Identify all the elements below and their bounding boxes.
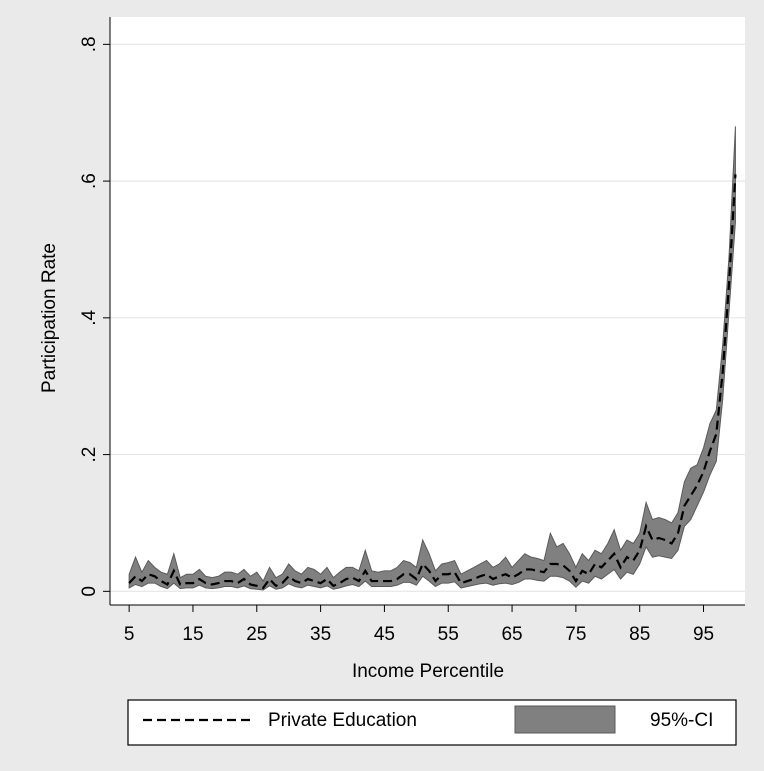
x-tick-label: 45 bbox=[374, 624, 395, 645]
x-tick-label: 35 bbox=[310, 624, 331, 645]
y-tick-label: .8 bbox=[79, 36, 100, 52]
plot-area bbox=[110, 17, 745, 605]
x-tick-label: 75 bbox=[565, 624, 586, 645]
ci-band bbox=[128, 126, 736, 591]
x-axis-title: Income Percentile bbox=[352, 661, 504, 682]
x-tick-label: 25 bbox=[246, 624, 267, 645]
x-tick-label: 65 bbox=[501, 624, 522, 645]
x-tick-label: 55 bbox=[438, 624, 459, 645]
y-tick-label: .2 bbox=[79, 447, 100, 463]
x-tick-label: 85 bbox=[629, 624, 650, 645]
y-tick-label: 0 bbox=[79, 586, 100, 597]
y-tick-label: .6 bbox=[79, 173, 100, 189]
legend bbox=[127, 699, 737, 746]
legend-label: 95%-CI bbox=[650, 710, 713, 731]
y-tick-label: .4 bbox=[79, 309, 100, 325]
x-tick-label: 15 bbox=[182, 624, 203, 645]
legend-label: Private Education bbox=[268, 710, 417, 731]
legend-swatch bbox=[514, 705, 616, 734]
x-tick-label: 95 bbox=[693, 624, 714, 645]
x-tick-label: 5 bbox=[124, 624, 135, 645]
y-axis-title: Participation Rate bbox=[39, 243, 60, 393]
line bbox=[128, 174, 737, 590]
